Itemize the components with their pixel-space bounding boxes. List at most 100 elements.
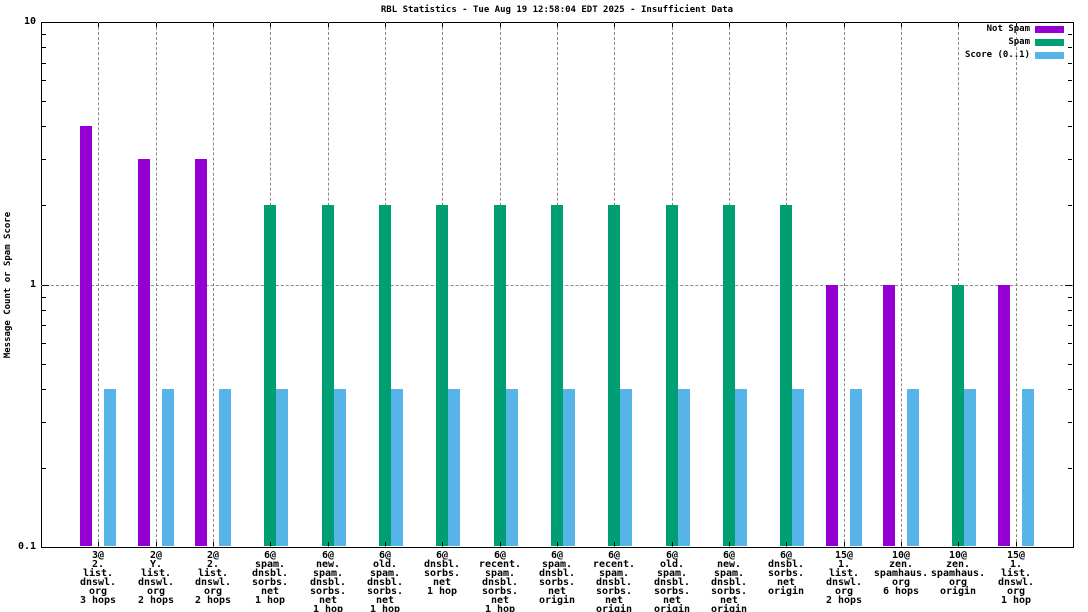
y-minor-tick-left	[42, 325, 46, 326]
y-minor-tick-left	[42, 310, 46, 311]
y-major-tick-left	[42, 22, 49, 23]
bar-series2-group2	[162, 389, 174, 546]
x-tick-label-line: 3@	[91, 550, 105, 561]
bar-series0-group3	[195, 159, 207, 546]
x-tick-bottom	[614, 542, 615, 546]
x-tick-label-line: org	[891, 577, 911, 588]
bar-series2-group9	[563, 389, 575, 546]
y-major-tick-left	[42, 285, 49, 286]
y-minor-tick-right	[1068, 389, 1072, 390]
y-minor-tick-right	[1068, 343, 1072, 344]
x-tick-label-line: org	[146, 586, 166, 597]
y-minor-tick-right	[1068, 47, 1072, 48]
x-tick-label-line: 10@	[891, 550, 911, 561]
bar-series2-group17	[1022, 389, 1034, 546]
x-tick-label-line: net	[604, 595, 624, 606]
y-tick-label: 10	[23, 16, 36, 27]
bar-series0-group17	[998, 285, 1010, 546]
x-tick-label-line: 1 hop	[484, 604, 516, 612]
x-tick-label-line: spam.	[369, 568, 401, 579]
bar-series2-group16	[964, 389, 976, 546]
bar-series2-group10	[620, 389, 632, 546]
x-tick-label-line: sorbs.	[423, 568, 461, 579]
y-minor-tick-left	[42, 47, 46, 48]
x-tick-bottom	[385, 542, 386, 546]
y-minor-tick-left	[42, 364, 46, 365]
x-tick-label-line: origin	[710, 604, 748, 612]
x-tick-label-line: org	[88, 586, 108, 597]
x-tick-label-line: dnsbl.	[366, 577, 404, 588]
x-tick-top	[385, 23, 386, 27]
x-tick-bottom	[500, 542, 501, 546]
x-tick-label-line: org	[203, 586, 223, 597]
x-tick-label-line: 1 hop	[254, 595, 286, 606]
x-tick-label-line: dnsbl.	[595, 577, 633, 588]
y-minor-tick-right	[1068, 34, 1072, 35]
y-minor-tick-right	[1068, 80, 1072, 81]
bar-series1-group8	[494, 205, 506, 546]
x-tick-top	[1016, 23, 1017, 27]
bar-series2-group3	[219, 389, 231, 546]
x-tick-label-line: net	[318, 595, 338, 606]
x-tick-label-line: list.	[197, 568, 229, 579]
x-tick-bottom	[156, 542, 157, 546]
legend-label: Not Spam	[986, 24, 1030, 34]
x-tick-label-line: dnswl.	[137, 577, 175, 588]
bar-series0-group15	[883, 285, 895, 546]
y-minor-tick-left	[42, 34, 46, 35]
x-tick-label-line: new.	[716, 559, 742, 570]
vertical-gridline	[98, 22, 99, 547]
y-minor-tick-right	[1068, 205, 1072, 206]
x-tick-bottom	[442, 542, 443, 546]
y-minor-tick-left	[42, 297, 46, 298]
x-tick-label-line: net	[432, 577, 452, 588]
bar-series2-group6	[391, 389, 403, 546]
x-tick-label-line: dnsbl.	[423, 559, 461, 570]
x-tick-label-line: zen.	[888, 559, 914, 570]
x-tick-label-line: 2@	[206, 550, 220, 561]
x-tick-top	[270, 23, 271, 27]
x-tick-bottom	[270, 542, 271, 546]
x-tick-label-line: sorbs.	[251, 577, 289, 588]
x-tick-label-line: dnsbl.	[481, 577, 519, 588]
x-tick-label-line: 6@	[550, 550, 564, 561]
x-tick-bottom	[672, 542, 673, 546]
x-tick-label-line: dnsbl.	[251, 568, 289, 579]
bar-series2-group5	[334, 389, 346, 546]
bar-series1-group5	[322, 205, 334, 546]
y-tick-label: 0.1	[17, 541, 36, 552]
x-tick-label-line: dnsbl.	[309, 577, 347, 588]
x-tick-label-line: dnsbl.	[653, 577, 691, 588]
x-tick-label-line: 10@	[948, 550, 968, 561]
x-tick-top	[98, 23, 99, 27]
x-tick-bottom	[958, 542, 959, 546]
x-tick-label-line: 2 hops	[825, 595, 863, 606]
y-minor-tick-left	[42, 101, 46, 102]
x-tick-label-line: net	[547, 586, 567, 597]
y-minor-tick-right	[1068, 468, 1072, 469]
bar-series1-group7	[436, 205, 448, 546]
vertical-gridline	[1016, 22, 1017, 547]
y-minor-tick-right	[1068, 325, 1072, 326]
vertical-gridline	[213, 22, 214, 547]
x-tick-label-line: net	[260, 586, 280, 597]
bar-series0-group2	[138, 159, 150, 546]
bar-series2-group1	[104, 389, 116, 546]
x-tick-label-line: sorbs.	[653, 586, 691, 597]
x-tick-label-line: 2@	[149, 550, 163, 561]
bar-series2-group15	[907, 389, 919, 546]
x-tick-label-line: origin	[939, 586, 977, 597]
x-tick-bottom	[98, 542, 99, 546]
chart-title: RBL Statistics - Tue Aug 19 12:58:04 EDT…	[380, 5, 734, 15]
x-tick-label-line: 3 hops	[79, 595, 117, 606]
x-tick-label-line: origin	[653, 604, 691, 612]
x-tick-label-line: spam.	[656, 568, 688, 579]
x-tick-label-line: 2.	[206, 559, 220, 570]
x-tick-label-line: zen.	[945, 559, 971, 570]
x-tick-label-line: list.	[82, 568, 114, 579]
bar-series1-group9	[551, 205, 563, 546]
bar-series2-group8	[506, 389, 518, 546]
x-tick-label-line: 6@	[321, 550, 335, 561]
x-tick-label-line: spam.	[312, 568, 344, 579]
bar-series2-group11	[678, 389, 690, 546]
